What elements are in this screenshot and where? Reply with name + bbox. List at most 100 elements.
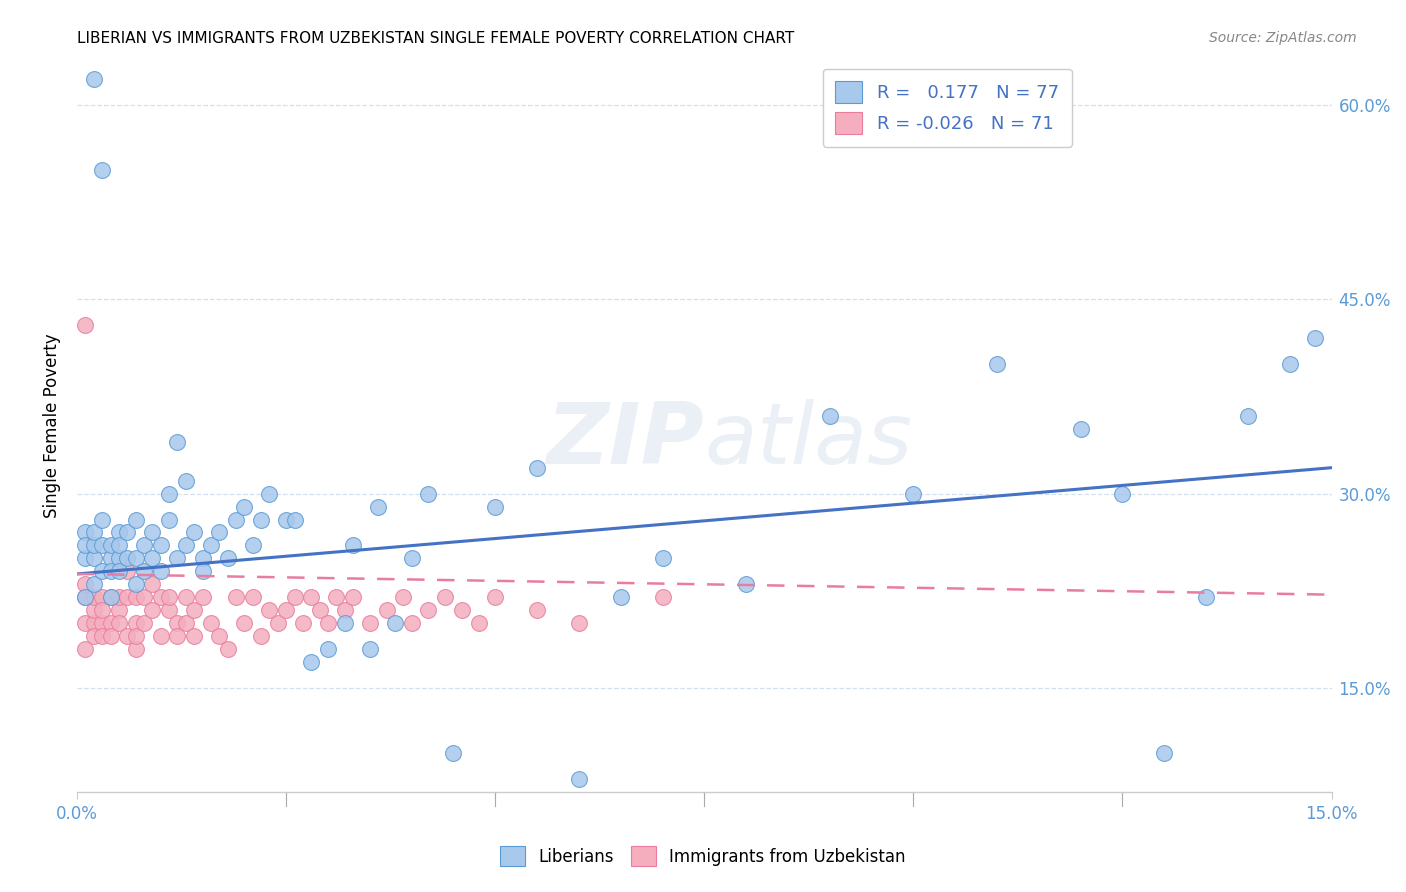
Point: [157, 603, 180, 617]
Point: [75, 525, 97, 540]
Point: [316, 642, 339, 657]
Point: [291, 616, 314, 631]
Legend: R =   0.177   N = 77, R = -0.026   N = 71: R = 0.177 N = 77, R = -0.026 N = 71: [823, 69, 1071, 147]
Point: [735, 577, 758, 591]
Point: [333, 616, 356, 631]
Point: [83, 629, 105, 643]
Point: [100, 551, 122, 566]
Point: [91, 603, 114, 617]
Point: [75, 591, 97, 605]
Text: ZIP: ZIP: [547, 399, 704, 482]
Point: [132, 616, 155, 631]
Point: [75, 551, 97, 566]
Point: [401, 551, 423, 566]
Point: [1070, 422, 1092, 436]
Point: [75, 318, 97, 333]
Point: [903, 486, 925, 500]
Point: [132, 538, 155, 552]
Point: [117, 629, 139, 643]
Point: [200, 538, 222, 552]
Point: [283, 512, 305, 526]
Point: [91, 512, 114, 526]
Point: [149, 591, 172, 605]
Point: [441, 746, 464, 760]
Point: [100, 565, 122, 579]
Point: [283, 591, 305, 605]
Point: [359, 642, 381, 657]
Point: [83, 591, 105, 605]
Point: [75, 642, 97, 657]
Point: [124, 591, 146, 605]
Point: [174, 538, 197, 552]
Point: [124, 577, 146, 591]
Point: [250, 629, 273, 643]
Point: [467, 616, 489, 631]
Point: [217, 642, 239, 657]
Point: [83, 72, 105, 87]
Point: [91, 538, 114, 552]
Point: [450, 603, 472, 617]
Point: [818, 409, 841, 423]
Point: [124, 629, 146, 643]
Text: atlas: atlas: [704, 399, 912, 482]
Point: [1278, 357, 1301, 371]
Point: [651, 591, 673, 605]
Point: [174, 591, 197, 605]
Point: [609, 591, 631, 605]
Point: [117, 551, 139, 566]
Point: [183, 525, 205, 540]
Point: [384, 616, 406, 631]
Point: [141, 603, 163, 617]
Point: [183, 603, 205, 617]
Point: [83, 538, 105, 552]
Point: [75, 591, 97, 605]
Point: [191, 565, 214, 579]
Point: [157, 512, 180, 526]
Point: [526, 460, 548, 475]
Point: [276, 603, 298, 617]
Point: [242, 538, 264, 552]
Point: [225, 591, 247, 605]
Point: [568, 772, 591, 786]
Point: [132, 565, 155, 579]
Point: [124, 642, 146, 657]
Point: [174, 616, 197, 631]
Point: [392, 591, 415, 605]
Point: [233, 500, 256, 514]
Point: [83, 551, 105, 566]
Point: [117, 525, 139, 540]
Point: [308, 603, 330, 617]
Point: [1111, 486, 1133, 500]
Point: [91, 629, 114, 643]
Point: [100, 629, 122, 643]
Point: [149, 629, 172, 643]
Point: [316, 616, 339, 631]
Point: [100, 538, 122, 552]
Point: [124, 616, 146, 631]
Point: [299, 591, 322, 605]
Point: [75, 538, 97, 552]
Point: [83, 525, 105, 540]
Legend: Liberians, Immigrants from Uzbekistan: Liberians, Immigrants from Uzbekistan: [494, 839, 912, 873]
Point: [166, 629, 188, 643]
Point: [434, 591, 457, 605]
Point: [141, 551, 163, 566]
Point: [484, 591, 506, 605]
Point: [342, 591, 364, 605]
Point: [100, 591, 122, 605]
Point: [132, 591, 155, 605]
Point: [108, 603, 131, 617]
Point: [108, 591, 131, 605]
Point: [208, 629, 231, 643]
Point: [183, 629, 205, 643]
Point: [157, 591, 180, 605]
Point: [242, 591, 264, 605]
Point: [75, 577, 97, 591]
Point: [141, 525, 163, 540]
Point: [83, 603, 105, 617]
Point: [1303, 331, 1326, 345]
Point: [1195, 591, 1218, 605]
Point: [108, 616, 131, 631]
Point: [83, 577, 105, 591]
Point: [276, 512, 298, 526]
